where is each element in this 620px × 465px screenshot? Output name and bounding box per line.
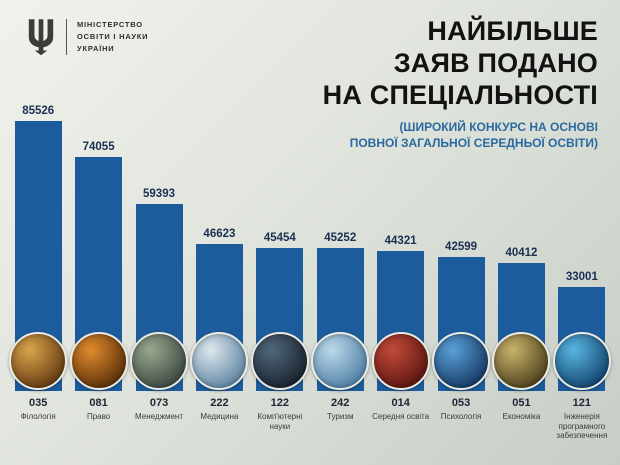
bar-value: 42599 bbox=[445, 241, 478, 253]
bar-footer: 073 Менеджмент bbox=[135, 391, 183, 463]
bar bbox=[69, 157, 128, 391]
bar bbox=[311, 248, 370, 391]
specialty-code: 121 bbox=[572, 397, 592, 409]
bar-value: 40412 bbox=[505, 247, 538, 259]
page-title-line: НА СПЕЦІАЛЬНОСТІ bbox=[322, 79, 598, 110]
specialty-code: 035 bbox=[29, 397, 48, 409]
open-book-photo bbox=[9, 332, 68, 390]
specialty-label: Медицина bbox=[200, 412, 239, 422]
logo-divider bbox=[66, 19, 67, 55]
bar-column: 59393 073 Менеджмент bbox=[129, 188, 189, 463]
ministry-line: УКРАЇНИ bbox=[77, 44, 115, 53]
bar bbox=[371, 251, 430, 391]
bar-column: 44321 014 Середня освіта bbox=[370, 235, 430, 463]
specialty-label: Економіка bbox=[502, 412, 541, 422]
bar-footer: 035 Філологія bbox=[21, 391, 56, 463]
bar-column: 40412 051 Економіка bbox=[491, 247, 551, 463]
specialty-label: Інженерія програмного забезпечення bbox=[556, 412, 608, 441]
bar-value: 59393 bbox=[143, 188, 175, 200]
gavel-photo bbox=[69, 332, 128, 390]
bar bbox=[432, 257, 491, 391]
ministry-name: МІНІСТЕРСТВО ОСВІТИ І НАУКИ УКРАЇНИ bbox=[77, 19, 148, 55]
bar-column: 42599 053 Психологія bbox=[431, 241, 491, 463]
ministry-line: ОСВІТИ І НАУКИ bbox=[77, 32, 149, 41]
bar bbox=[492, 263, 551, 391]
specialty-code: 053 bbox=[451, 397, 471, 409]
bar-value: 45454 bbox=[263, 232, 296, 244]
specialty-code: 242 bbox=[331, 397, 350, 409]
landmarks-photo bbox=[311, 332, 370, 390]
bar-footer: 121 Інженерія програмного забезпечення bbox=[553, 391, 611, 463]
ministry-line: МІНІСТЕРСТВО bbox=[77, 20, 143, 29]
bar-value: 33001 bbox=[565, 271, 598, 283]
ministry-logo: МІНІСТЕРСТВО ОСВІТИ І НАУКИ УКРАЇНИ bbox=[26, 18, 148, 56]
laptop-photo bbox=[250, 332, 309, 390]
bar-column: 74055 081 Право bbox=[68, 141, 128, 463]
page-title-line: ЗАЯВ ПОДАНО bbox=[393, 47, 598, 78]
coins-hand-photo bbox=[492, 332, 551, 390]
specialty-code: 222 bbox=[210, 397, 229, 409]
bar-value: 46623 bbox=[203, 228, 236, 240]
bar-footer: 122 Комп'ютерні науки bbox=[251, 391, 309, 463]
bar-value: 44321 bbox=[384, 235, 417, 247]
specialty-code: 051 bbox=[512, 397, 531, 409]
bar-column: 45454 122 Комп'ютерні науки bbox=[250, 232, 310, 463]
bar-column: 85526 035 Філологія bbox=[8, 105, 68, 463]
bar-footer: 081 Право bbox=[87, 391, 110, 463]
specialty-label: Комп'ютерні науки bbox=[257, 412, 303, 431]
subtitle-line: (ШИРОКИЙ КОНКУРС НА ОСНОВІ bbox=[399, 119, 598, 134]
specialty-label: Менеджмент bbox=[135, 412, 183, 422]
specialty-code: 014 bbox=[391, 397, 410, 409]
manager-writing-photo bbox=[130, 332, 189, 390]
bar-footer: 222 Медицина bbox=[200, 391, 238, 463]
specialty-label: Середня освіта bbox=[372, 412, 430, 422]
digital-tech-photo bbox=[552, 332, 611, 390]
bar-chart: 85526 035 Філологія 74055 081 Право 5939… bbox=[8, 105, 612, 463]
bar bbox=[250, 248, 309, 391]
bar bbox=[9, 121, 68, 391]
bar-column: 46623 222 Медицина bbox=[189, 228, 249, 463]
brain-photo bbox=[432, 332, 491, 390]
bar-column: 33001 121 Інженерія програмного забезпеч… bbox=[552, 271, 612, 463]
page-title-line: НАЙБІЛЬШЕ bbox=[427, 16, 598, 46]
specialty-label: Філологія bbox=[20, 412, 56, 422]
subtitle-line: ПОВНОЇ ЗАГАЛЬНОЇ СЕРЕДНЬОЇ ОСВІТИ) bbox=[349, 136, 598, 151]
bar-value: 85526 bbox=[22, 105, 55, 117]
specialty-code: 122 bbox=[270, 397, 289, 409]
subtitle: (ШИРОКИЙ КОНКУРС НА ОСНОВІ ПОВНОЇ ЗАГАЛЬ… bbox=[323, 119, 598, 153]
specialty-label: Право bbox=[86, 412, 111, 422]
bar-footer: 053 Психологія bbox=[441, 391, 482, 463]
specialty-code: 073 bbox=[149, 397, 169, 409]
bar-footer: 051 Економіка bbox=[503, 391, 541, 463]
bar bbox=[130, 204, 189, 391]
specialty-label: Туризм bbox=[327, 412, 354, 422]
bar-value: 45252 bbox=[324, 232, 357, 244]
medic-photo bbox=[190, 332, 249, 390]
trident-icon bbox=[28, 19, 54, 56]
bar-footer: 242 Туризм bbox=[327, 391, 353, 463]
bar bbox=[552, 287, 611, 391]
bar-value: 74055 bbox=[82, 141, 115, 153]
specialty-label: Психологія bbox=[440, 412, 482, 422]
bar bbox=[190, 244, 249, 391]
title-block: НАЙБІЛЬШЕ ЗАЯВ ПОДАНО НА СПЕЦІАЛЬНОСТІ (… bbox=[323, 16, 598, 152]
bar-column: 45252 242 Туризм bbox=[310, 232, 370, 463]
red-books-photo bbox=[371, 332, 430, 390]
bar-footer: 014 Середня освіта bbox=[372, 391, 429, 463]
specialty-code: 081 bbox=[89, 397, 108, 409]
